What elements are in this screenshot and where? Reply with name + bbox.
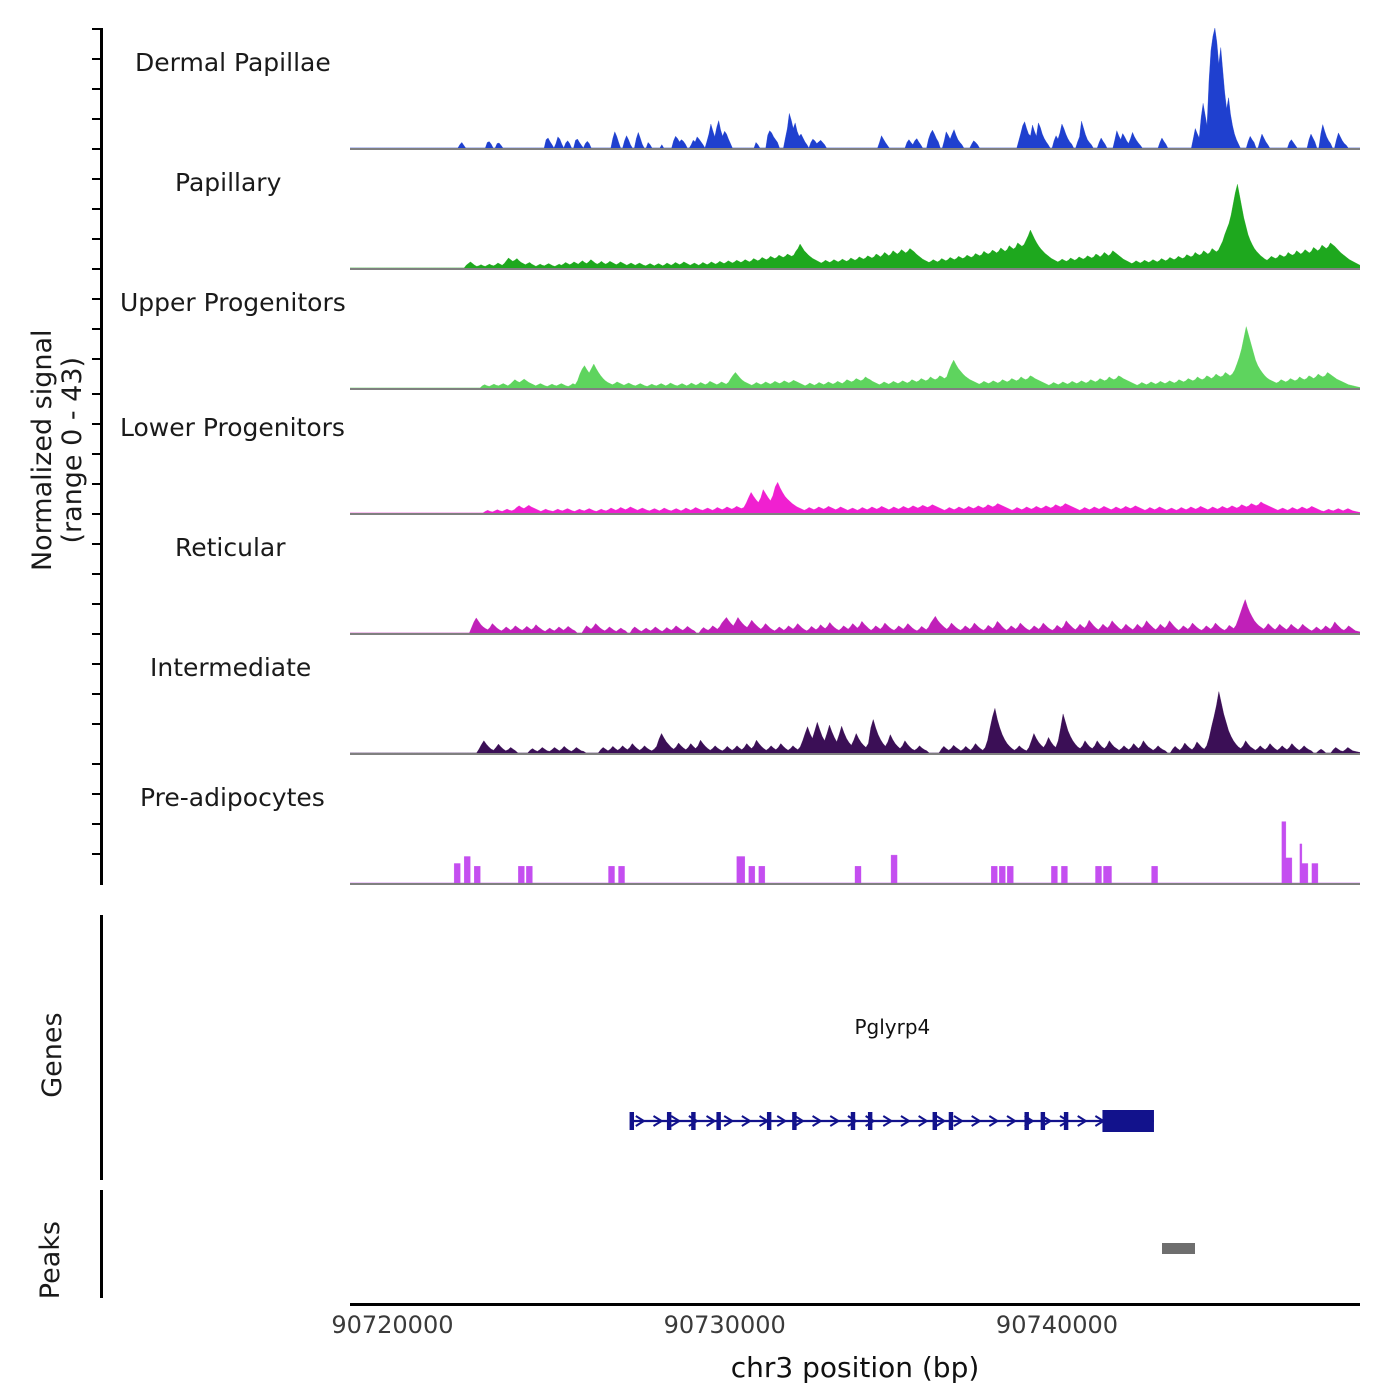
y-axis-tick	[92, 693, 103, 695]
gene-model[interactable]	[350, 1095, 1360, 1135]
y-axis-tick	[92, 328, 103, 330]
y-axis-tick	[92, 453, 103, 455]
signal-axis-spine	[100, 30, 103, 885]
track-label-reticular: Reticular	[175, 533, 286, 562]
peaks-axis-spine	[100, 1190, 103, 1298]
x-axis-line	[350, 1303, 1360, 1306]
track-label-pre-adipocytes: Pre-adipocytes	[140, 783, 325, 812]
track-baseline	[350, 633, 1360, 635]
y-axis-tick	[92, 268, 103, 270]
signal-area	[350, 28, 1360, 148]
peak-features	[350, 1190, 1360, 1300]
y-axis-tick	[92, 483, 103, 485]
gene-name-label: Pglyrp4	[854, 1015, 931, 1039]
y-axis-tick	[92, 423, 103, 425]
track-baseline	[350, 883, 1360, 885]
x-axis-tick-label: 90720000	[331, 1311, 454, 1339]
y-axis-tick	[92, 148, 103, 150]
y-axis-tick	[92, 543, 103, 545]
signal-track	[350, 763, 1360, 885]
y-axis-tick	[92, 793, 103, 795]
signal-area	[350, 393, 1360, 513]
track-baseline	[350, 268, 1360, 270]
x-axis-title: chr3 position (bp)	[730, 1351, 980, 1384]
track-label-papillary: Papillary	[175, 168, 282, 197]
y-axis-tick	[92, 178, 103, 180]
y-axis-tick	[92, 723, 103, 725]
signal-area	[350, 268, 1360, 388]
peaks-panel	[0, 1190, 1400, 1300]
y-axis-tick	[92, 513, 103, 515]
y-axis-tick	[92, 118, 103, 120]
y-axis-tick	[92, 88, 103, 90]
signal-area	[350, 633, 1360, 753]
y-axis-tick	[92, 823, 103, 825]
y-axis-tick	[92, 28, 103, 30]
signal-track	[350, 393, 1360, 515]
track-label-intermediate: Intermediate	[150, 653, 312, 682]
signal-area	[350, 148, 1360, 268]
y-axis-tick	[92, 603, 103, 605]
track-baseline	[350, 388, 1360, 390]
signal-area	[350, 513, 1360, 633]
signal-track	[350, 633, 1360, 755]
y-axis-tick	[92, 573, 103, 575]
y-axis-tick	[92, 298, 103, 300]
track-baseline	[350, 513, 1360, 515]
track-label-upper-progenitors: Upper Progenitors	[120, 288, 346, 317]
signal-track	[350, 268, 1360, 390]
signal-track	[350, 148, 1360, 270]
track-label-dermal-papillae: Dermal Papillae	[135, 48, 331, 77]
y-axis-tick	[92, 663, 103, 665]
y-axis-tick	[92, 633, 103, 635]
x-axis: 90720000 90730000 90740000 chr3 position (…	[331, 1303, 1360, 1393]
signal-area	[350, 763, 1360, 883]
x-axis-tick-label: 90730000	[663, 1311, 786, 1339]
track-baseline	[350, 148, 1360, 150]
y-axis-tick	[92, 393, 103, 395]
genes-axis-spine	[100, 915, 103, 1180]
y-axis-tick	[92, 238, 103, 240]
y-axis-tick	[92, 58, 103, 60]
y-axis-tick	[92, 208, 103, 210]
y-axis-tick	[92, 853, 103, 855]
y-axis-tick	[92, 358, 103, 360]
signal-track	[350, 513, 1360, 635]
peak-bar[interactable]	[1162, 1243, 1196, 1254]
signal-tracks-panel: Dermal Papillae Papillary Upper Progenitor…	[92, 28, 1360, 885]
x-axis-tick-label: 90740000	[995, 1311, 1119, 1339]
track-baseline	[350, 753, 1360, 755]
y-axis-tick	[92, 763, 103, 765]
track-label-lower-progenitors: Lower Progenitors	[120, 413, 345, 442]
genes-panel: Pglyrp4	[0, 915, 1400, 1180]
signal-track	[350, 28, 1360, 150]
